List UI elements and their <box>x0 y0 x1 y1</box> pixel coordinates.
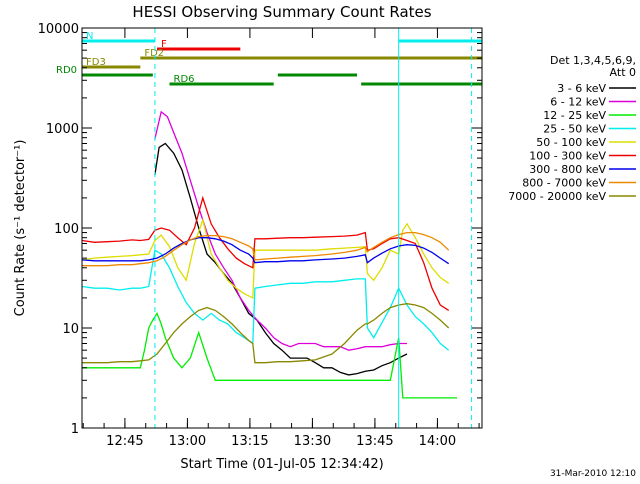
series-line-8 <box>82 303 450 364</box>
y-axis-label: Count Rate (s⁻¹ detector⁻¹) <box>13 140 28 317</box>
legend-label-2: 12 - 25 keV <box>543 109 606 122</box>
x-tick-label-1: 13:00 <box>169 434 206 449</box>
flag-label-0: N <box>86 31 93 42</box>
legend-label-0: 3 - 6 keV <box>557 82 606 95</box>
legend-label-7: 800 - 7000 keV <box>522 177 606 190</box>
flag-label-3: FD3 <box>86 57 106 68</box>
flag-label-1: F <box>161 39 167 50</box>
x-tick-label-3: 13:30 <box>294 434 331 449</box>
x-tick-label-5: 14:00 <box>419 434 456 449</box>
axis-ticks: 12:45 13:00 13:15 13:30 13:45 14:00 1 10 100 1000… <box>38 22 482 449</box>
x-tick-label-4: 13:45 <box>356 434 393 449</box>
series-line-3 <box>81 249 450 351</box>
flag-label-4: RD0 <box>56 65 77 76</box>
flag-label-5: RD6 <box>174 74 195 85</box>
series-line-4 <box>81 217 450 299</box>
legend-label-1: 6 - 12 keV <box>550 96 606 109</box>
series-line-5 <box>81 195 450 311</box>
series-line-1 <box>154 110 407 351</box>
series-line-0 <box>154 142 408 376</box>
vertical-markers <box>154 28 473 428</box>
series-line-6 <box>81 237 450 265</box>
legend-label-6: 300 - 800 keV <box>529 163 606 176</box>
chart-title: HESSI Observing Summary Count Rates <box>132 3 431 21</box>
legend-label-3: 25 - 50 keV <box>543 123 606 136</box>
x-axis-label: Start Time (01-Jul-05 12:34:42) <box>180 457 383 472</box>
y-tick-label-4: 10000 <box>38 22 79 37</box>
series-lines <box>81 110 457 399</box>
footer-timestamp: 31-Mar-2010 12:10 <box>550 469 636 479</box>
flag-label-2: FD2 <box>144 48 164 59</box>
y-tick-label-3: 1000 <box>46 122 79 137</box>
y-tick-label-0: 1 <box>71 422 79 437</box>
y-tick-label-2: 100 <box>54 222 79 237</box>
y-tick-label-1: 10 <box>62 322 79 337</box>
series-line-7 <box>82 231 450 267</box>
legend-header-1: Att 0 <box>610 66 636 79</box>
x-tick-label-0: 12:45 <box>106 434 143 449</box>
x-tick-label-2: 13:15 <box>231 434 268 449</box>
legend-label-8: 7000 - 20000 keV <box>508 190 606 203</box>
legend-header-0: Det 1,3,4,5,6,9, <box>550 54 636 67</box>
series-line-2 <box>82 311 457 399</box>
legend-label-4: 50 - 100 keV <box>536 136 606 149</box>
legend-label-5: 100 - 300 keV <box>529 150 606 163</box>
